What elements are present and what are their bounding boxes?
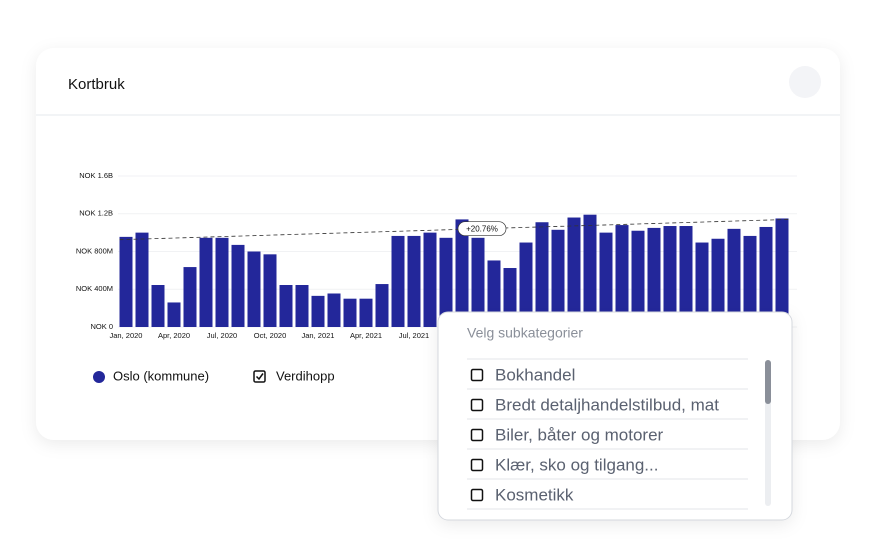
bar — [391, 235, 405, 327]
dropdown-list: Bokhandel Bredt detaljhandelstilbud, mat B… — [467, 358, 748, 510]
x-tick-label: Apr, 2021 — [350, 331, 382, 340]
dropdown: Velg subkategorier Bokhandel Bredt detalj… — [437, 311, 793, 521]
bar — [167, 302, 181, 327]
x-tick-label: Jan, 2020 — [110, 331, 143, 340]
checkmark — [255, 373, 264, 381]
y-tick-label: NOK 800M — [76, 246, 113, 255]
bar — [711, 238, 725, 327]
bar — [135, 232, 149, 327]
bar — [679, 226, 693, 327]
item-label[interactable]: Kosmetikk — [495, 485, 574, 504]
y-tick-label: NOK 400M — [76, 284, 113, 293]
scroll-thumb[interactable] — [765, 360, 771, 404]
item-checkbox[interactable] — [470, 488, 484, 502]
trend-label: +20.76% — [466, 224, 498, 233]
item-label[interactable]: Bokhandel — [495, 365, 575, 384]
bar — [263, 254, 277, 327]
bar — [199, 237, 213, 327]
bar — [583, 214, 597, 327]
bar — [663, 226, 677, 327]
dropdown-panel — [437, 311, 793, 521]
legend-label: Verdihopp — [276, 368, 335, 383]
bar — [551, 229, 565, 327]
bar — [743, 235, 757, 327]
y-tick-label: NOK 1.2B — [79, 209, 113, 218]
x-tick-label: Jan, 2021 — [302, 331, 335, 340]
item-checkbox[interactable] — [470, 368, 484, 382]
item-checkbox[interactable] — [470, 428, 484, 442]
bar — [727, 228, 741, 327]
legend: Oslo (kommune) Verdihopp — [93, 368, 335, 383]
item-label[interactable]: Biler, båter og motorer — [495, 425, 664, 444]
bar — [247, 251, 261, 327]
card-button[interactable] — [789, 66, 821, 98]
bar — [311, 295, 325, 327]
item-checkbox[interactable] — [470, 398, 484, 412]
bar — [759, 226, 773, 327]
bar — [295, 285, 309, 327]
bar — [231, 244, 245, 327]
bar — [695, 242, 709, 327]
bar — [631, 230, 645, 327]
bar — [535, 222, 549, 327]
legend-label: Oslo (kommune) — [113, 368, 209, 383]
card-title: Kortbruk — [68, 76, 125, 93]
bar — [439, 237, 453, 327]
bar — [519, 242, 533, 327]
bar — [119, 236, 133, 327]
bar — [647, 227, 661, 327]
bar — [423, 232, 437, 327]
bar — [599, 232, 613, 327]
item-label[interactable]: Bredt detaljhandelstilbud, mat — [495, 395, 719, 414]
dropdown-title: Velg subkategorier — [467, 325, 583, 341]
x-tick-label: Jul, 2020 — [207, 331, 237, 340]
bar — [279, 285, 293, 327]
y-tick-label: NOK 1.6B — [79, 171, 113, 180]
bar — [183, 267, 197, 327]
bar — [567, 217, 581, 327]
bar — [359, 298, 373, 327]
x-tick-label: Apr, 2020 — [158, 331, 190, 340]
x-tick-label: Oct, 2020 — [254, 331, 287, 340]
bar — [407, 235, 421, 327]
bar — [327, 293, 341, 327]
bar — [215, 237, 229, 327]
bar — [615, 225, 629, 327]
bar — [455, 219, 469, 327]
item-label[interactable]: Klær, sko og tilgang... — [495, 455, 658, 474]
legend-swatch — [93, 371, 105, 383]
chart: NOK 0 NOK 400M NOK 800M NOK 1.2B NOK 1.6B Jan… — [76, 171, 797, 340]
y-tick-label: NOK 0 — [90, 322, 113, 331]
bar — [775, 218, 789, 327]
trend-badge — [457, 221, 507, 237]
bar — [375, 284, 389, 327]
item-checkbox[interactable] — [470, 458, 484, 472]
bar — [487, 260, 501, 327]
legend-checkbox[interactable] — [253, 370, 266, 383]
bar — [343, 298, 357, 327]
bar — [151, 285, 165, 327]
bar — [471, 237, 485, 327]
x-tick-label: Jul, 2021 — [399, 331, 429, 340]
